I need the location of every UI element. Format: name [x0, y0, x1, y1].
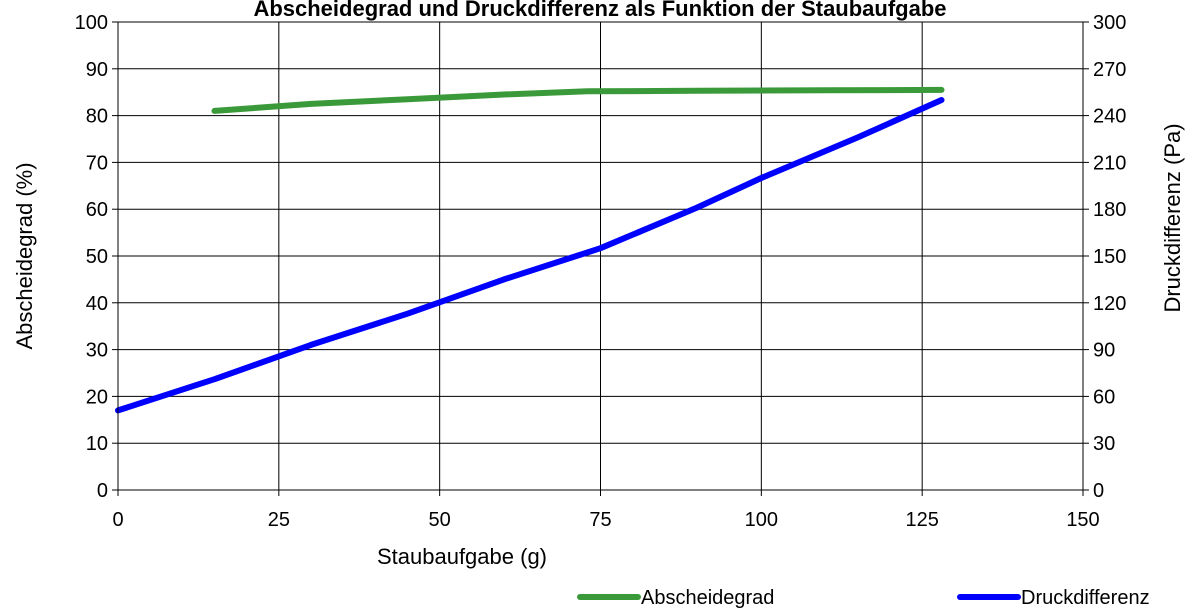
- series-layer: [115, 86, 945, 414]
- y-tick-label: 0: [97, 480, 108, 502]
- chart-title: Abscheidegrad und Druckdifferenz als Fun…: [253, 0, 946, 21]
- y-tick-label: 10: [86, 433, 108, 455]
- y-tick-label: 100: [75, 12, 108, 34]
- y2-tick-label: 90: [1093, 340, 1115, 362]
- series-line-druckdifferenz: [115, 97, 945, 414]
- legend: Abscheidegrad Druckdifferenz: [577, 587, 1150, 609]
- x-tick-label: 150: [1066, 509, 1099, 531]
- y2-tick-label: 30: [1093, 433, 1115, 455]
- y-axis-title: Abscheidegrad (%): [12, 162, 37, 349]
- ticks: 0 25 50 75 100 125 150 0 10 20 30 40 50 60 70 80 90 100 0 3…: [75, 12, 1127, 531]
- y-tick-label: 40: [86, 293, 108, 315]
- y2-tick-label: 180: [1093, 199, 1126, 221]
- y2-tick-label: 300: [1093, 12, 1126, 34]
- y-tick-label: 20: [86, 386, 108, 408]
- y2-axis-title: Druckdifferenz (Pa): [1160, 123, 1185, 312]
- x-tick-label: 0: [112, 509, 123, 531]
- y2-tick-label: 270: [1093, 59, 1126, 81]
- y2-tick-label: 0: [1093, 480, 1104, 502]
- y2-tick-label: 210: [1093, 152, 1126, 174]
- y2-tick-label: 120: [1093, 293, 1126, 315]
- y2-tick-label: 60: [1093, 386, 1115, 408]
- x-tick-label: 100: [745, 509, 778, 531]
- x-tick-label: 25: [268, 509, 290, 531]
- y-tick-label: 60: [86, 199, 108, 221]
- y-tick-label: 80: [86, 106, 108, 128]
- grid: [118, 22, 1083, 490]
- y2-tick-label: 150: [1093, 246, 1126, 268]
- x-axis-title: Staubaufgabe (g): [377, 544, 547, 569]
- y-tick-label: 70: [86, 152, 108, 174]
- legend-label-druckdifferenz: Druckdifferenz: [1021, 587, 1150, 609]
- x-tick-label: 75: [589, 509, 611, 531]
- y-tick-label: 90: [86, 59, 108, 81]
- x-tick-label: 50: [429, 509, 451, 531]
- x-tick-label: 125: [905, 509, 938, 531]
- y-tick-label: 50: [86, 246, 108, 268]
- series-line-abscheidegrad: [211, 86, 945, 114]
- y-tick-label: 30: [86, 340, 108, 362]
- legend-label-abscheidegrad: Abscheidegrad: [641, 587, 774, 609]
- y2-tick-label: 240: [1093, 106, 1126, 128]
